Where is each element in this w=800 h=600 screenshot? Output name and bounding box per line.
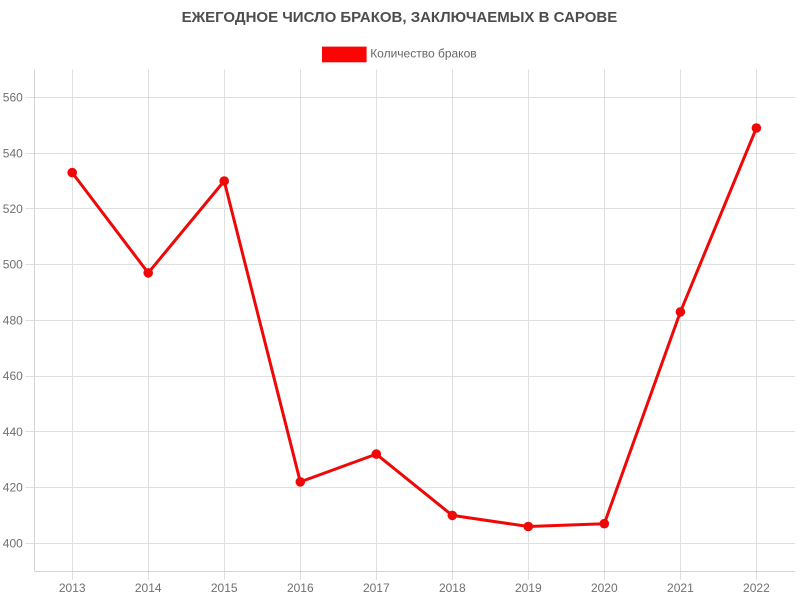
svg-text:440: 440 [3,425,23,439]
svg-text:480: 480 [3,314,23,328]
svg-text:2020: 2020 [591,581,618,595]
svg-text:2014: 2014 [135,581,162,595]
svg-text:560: 560 [3,91,23,105]
svg-text:2022: 2022 [743,581,770,595]
svg-text:2019: 2019 [515,581,542,595]
svg-text:Количество браков: Количество браков [370,46,476,60]
svg-text:520: 520 [3,202,23,216]
svg-text:420: 420 [3,481,23,495]
svg-text:2013: 2013 [59,581,86,595]
svg-text:2018: 2018 [439,581,466,595]
svg-text:2015: 2015 [211,581,238,595]
svg-text:ЕЖЕГОДНОЕ ЧИСЛО БРАКОВ, ЗАКЛЮЧ: ЕЖЕГОДНОЕ ЧИСЛО БРАКОВ, ЗАКЛЮЧАЕМЫХ В СА… [182,9,618,26]
svg-text:2017: 2017 [363,581,390,595]
svg-text:540: 540 [3,146,23,160]
svg-text:400: 400 [3,536,23,550]
svg-text:500: 500 [3,258,23,272]
svg-text:460: 460 [3,369,23,383]
svg-text:2021: 2021 [667,581,694,595]
svg-text:2016: 2016 [287,581,314,595]
